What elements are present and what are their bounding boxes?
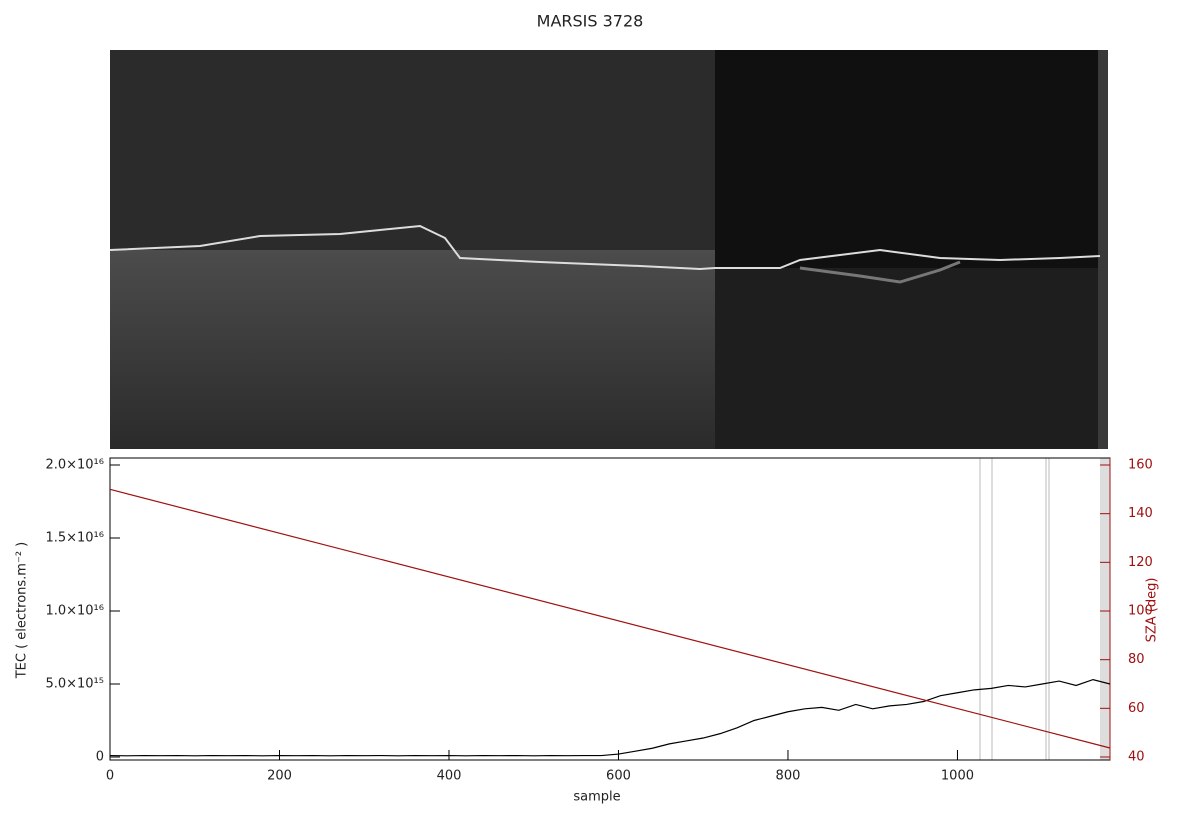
plot-frame <box>109 457 1111 761</box>
y2-tick-label: 160 <box>1128 458 1153 473</box>
y2-tick-label: 120 <box>1128 555 1153 570</box>
x-tick-label: 400 <box>437 769 462 784</box>
y2-tick-label: 40 <box>1128 750 1145 765</box>
x-tick-label: 600 <box>606 769 631 784</box>
y-tick-label: 0 <box>96 750 104 765</box>
event-markers <box>979 458 1110 760</box>
series-line <box>109 488 1111 749</box>
radargram <box>109 50 1108 449</box>
x-axis-label: sample <box>573 790 620 805</box>
y-axis-label: TEC ( electrons.m⁻² ) <box>15 542 30 680</box>
x-tick-label: 200 <box>267 769 292 784</box>
y2-tick-label: 60 <box>1128 701 1145 716</box>
x-tick-label: 1000 <box>941 769 974 784</box>
y2-tick-label: 100 <box>1128 604 1153 619</box>
y-tick-label: 1.5×10¹⁶ <box>45 531 104 546</box>
x-tick-label: 0 <box>106 769 114 784</box>
y2-tick-label: 140 <box>1128 506 1153 521</box>
series-line <box>109 678 1111 757</box>
y2-axis-label: SZA (deg) <box>1145 578 1160 643</box>
y2-tick-label: 80 <box>1128 652 1145 667</box>
y-tick-label: 2.0×10¹⁶ <box>45 458 104 473</box>
chart-title: MARSIS 3728 <box>537 12 644 31</box>
x-tick-label: 800 <box>776 769 801 784</box>
y-tick-label: 5.0×10¹⁵ <box>45 677 104 692</box>
y-tick-label: 1.0×10¹⁶ <box>45 604 104 619</box>
